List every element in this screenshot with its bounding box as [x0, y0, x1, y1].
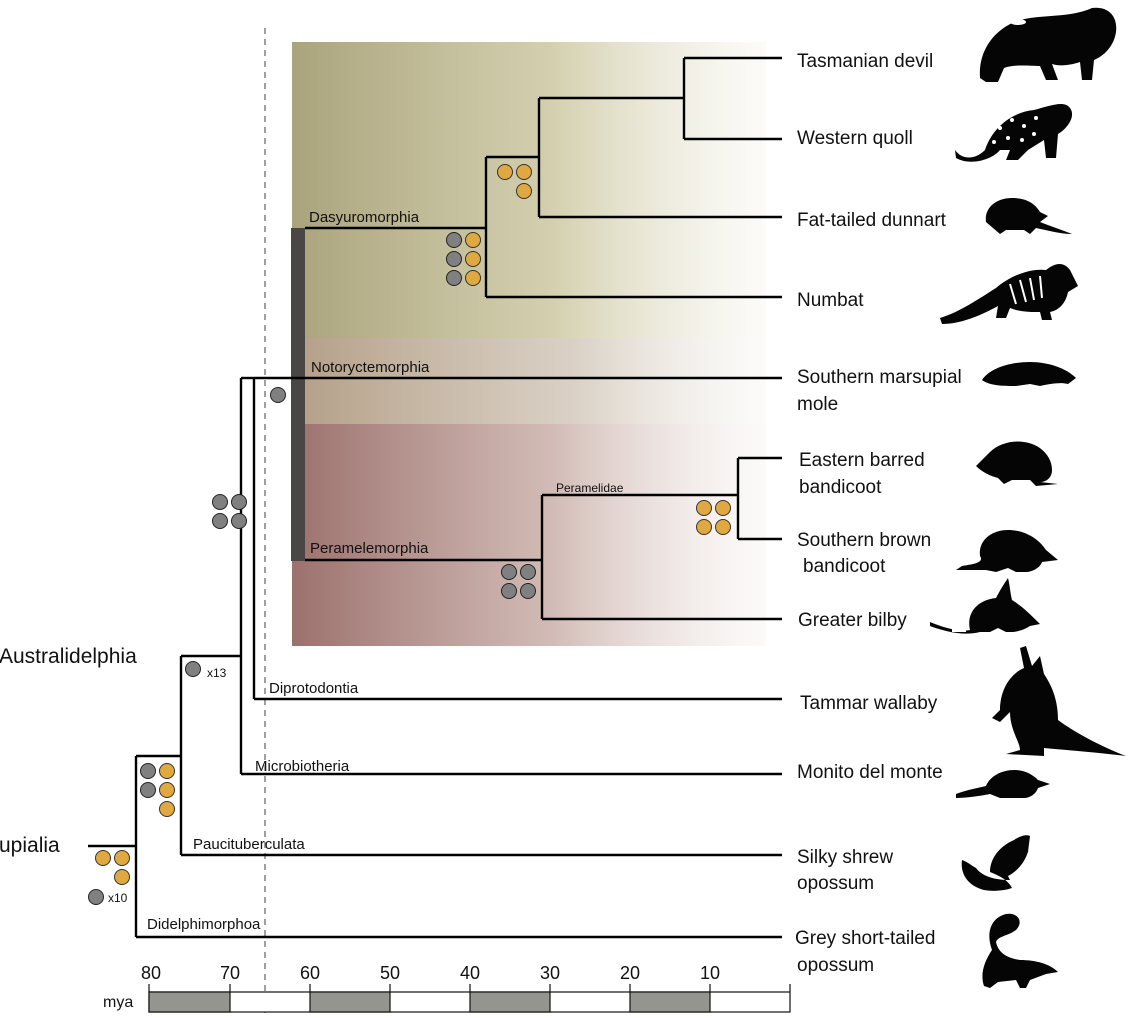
species-numbat: Numbat — [797, 290, 864, 311]
tick-70: 70 — [220, 963, 240, 983]
multiplier-x10: x10 — [108, 891, 128, 905]
clade-didelphimorphoa: Didelphimorphoa — [147, 916, 261, 933]
species-fat-tailed-dunnart: Fat-tailed dunnart — [797, 210, 947, 231]
species-southern-brown-bandicoot-line2: bandicoot — [803, 556, 886, 577]
scale-segment-60-50 — [309, 991, 391, 1013]
eastern-bandicoot-icon — [976, 441, 1058, 486]
grey-opossum-icon — [982, 913, 1058, 988]
tick-30: 30 — [540, 963, 560, 983]
species-silky-shrew-opossum-line1: Silky shrew — [797, 847, 893, 868]
species-eastern-barred-bandicoot-line2: bandicoot — [799, 477, 882, 498]
monito-icon — [956, 770, 1050, 798]
tick-50: 50 — [380, 963, 400, 983]
species-southern-marsupial-mole-line2: mole — [797, 394, 838, 415]
clade-dasyuromorphia: Dasyuromorphia — [309, 209, 420, 226]
clade-diprotodontia: Diprotodontia — [269, 680, 359, 697]
species-tasmanian-devil: Tasmanian devil — [797, 51, 933, 72]
western-quoll-icon — [955, 104, 1073, 162]
australian-radiation-bar — [291, 228, 305, 561]
event-markers — [88, 164, 731, 905]
species-tammar-wallaby: Tammar wallaby — [800, 693, 938, 714]
species-eastern-barred-bandicoot-line1: Eastern barred — [799, 450, 925, 471]
multiplier-x13: x13 — [207, 666, 227, 680]
group-marsupialia: upialia — [0, 834, 60, 857]
clade-peramelemorphia: Peramelemorphia — [310, 540, 429, 557]
tick-80: 80 — [141, 963, 161, 983]
scale-segment-40-30 — [469, 991, 551, 1013]
notoryctemorphia-band — [292, 338, 766, 424]
species-grey-short-tailed-opossum-line2: opossum — [797, 955, 874, 976]
species-monito-del-monte: Monito del monte — [797, 762, 943, 783]
scale-segment-20-10 — [629, 991, 711, 1013]
axis-unit-mya: mya — [103, 994, 133, 1011]
species-grey-short-tailed-opossum-line1: Grey short-tailed — [795, 928, 935, 949]
clade-microbiotheria: Microbiotheria — [255, 758, 350, 775]
clade-paucituberculata: Paucituberculata — [193, 836, 305, 853]
dunnart-icon — [985, 198, 1072, 234]
tick-60: 60 — [300, 963, 320, 983]
time-scale — [148, 984, 791, 1013]
bilby-icon — [930, 578, 1040, 634]
species-western-quoll: Western quoll — [797, 128, 913, 149]
tick-40: 40 — [460, 963, 480, 983]
shrew-opossum-icon — [961, 835, 1030, 891]
tree-branches — [88, 56, 782, 939]
marsupial-mole-icon — [982, 362, 1076, 386]
species-southern-brown-bandicoot-line1: Southern brown — [797, 530, 931, 551]
peramelemorphia-band — [292, 424, 766, 646]
wallaby-icon — [992, 646, 1126, 756]
southern-bandicoot-icon — [956, 530, 1058, 572]
species-southern-marsupial-mole-line1: Southern marsupial — [797, 367, 962, 388]
tick-10: 10 — [700, 963, 720, 983]
species-silky-shrew-opossum-line2: opossum — [797, 873, 874, 894]
tick-20: 20 — [620, 963, 640, 983]
numbat-icon — [940, 264, 1078, 324]
tasmanian-devil-icon — [979, 7, 1117, 83]
scale-segment-80-70 — [148, 991, 231, 1013]
clade-peramelidae: Peramelidae — [556, 481, 624, 495]
group-australidelphia: Australidelphia — [0, 645, 137, 668]
species-greater-bilby: Greater bilby — [798, 610, 907, 631]
clade-notoryctemorphia: Notoryctemorphia — [311, 359, 430, 376]
